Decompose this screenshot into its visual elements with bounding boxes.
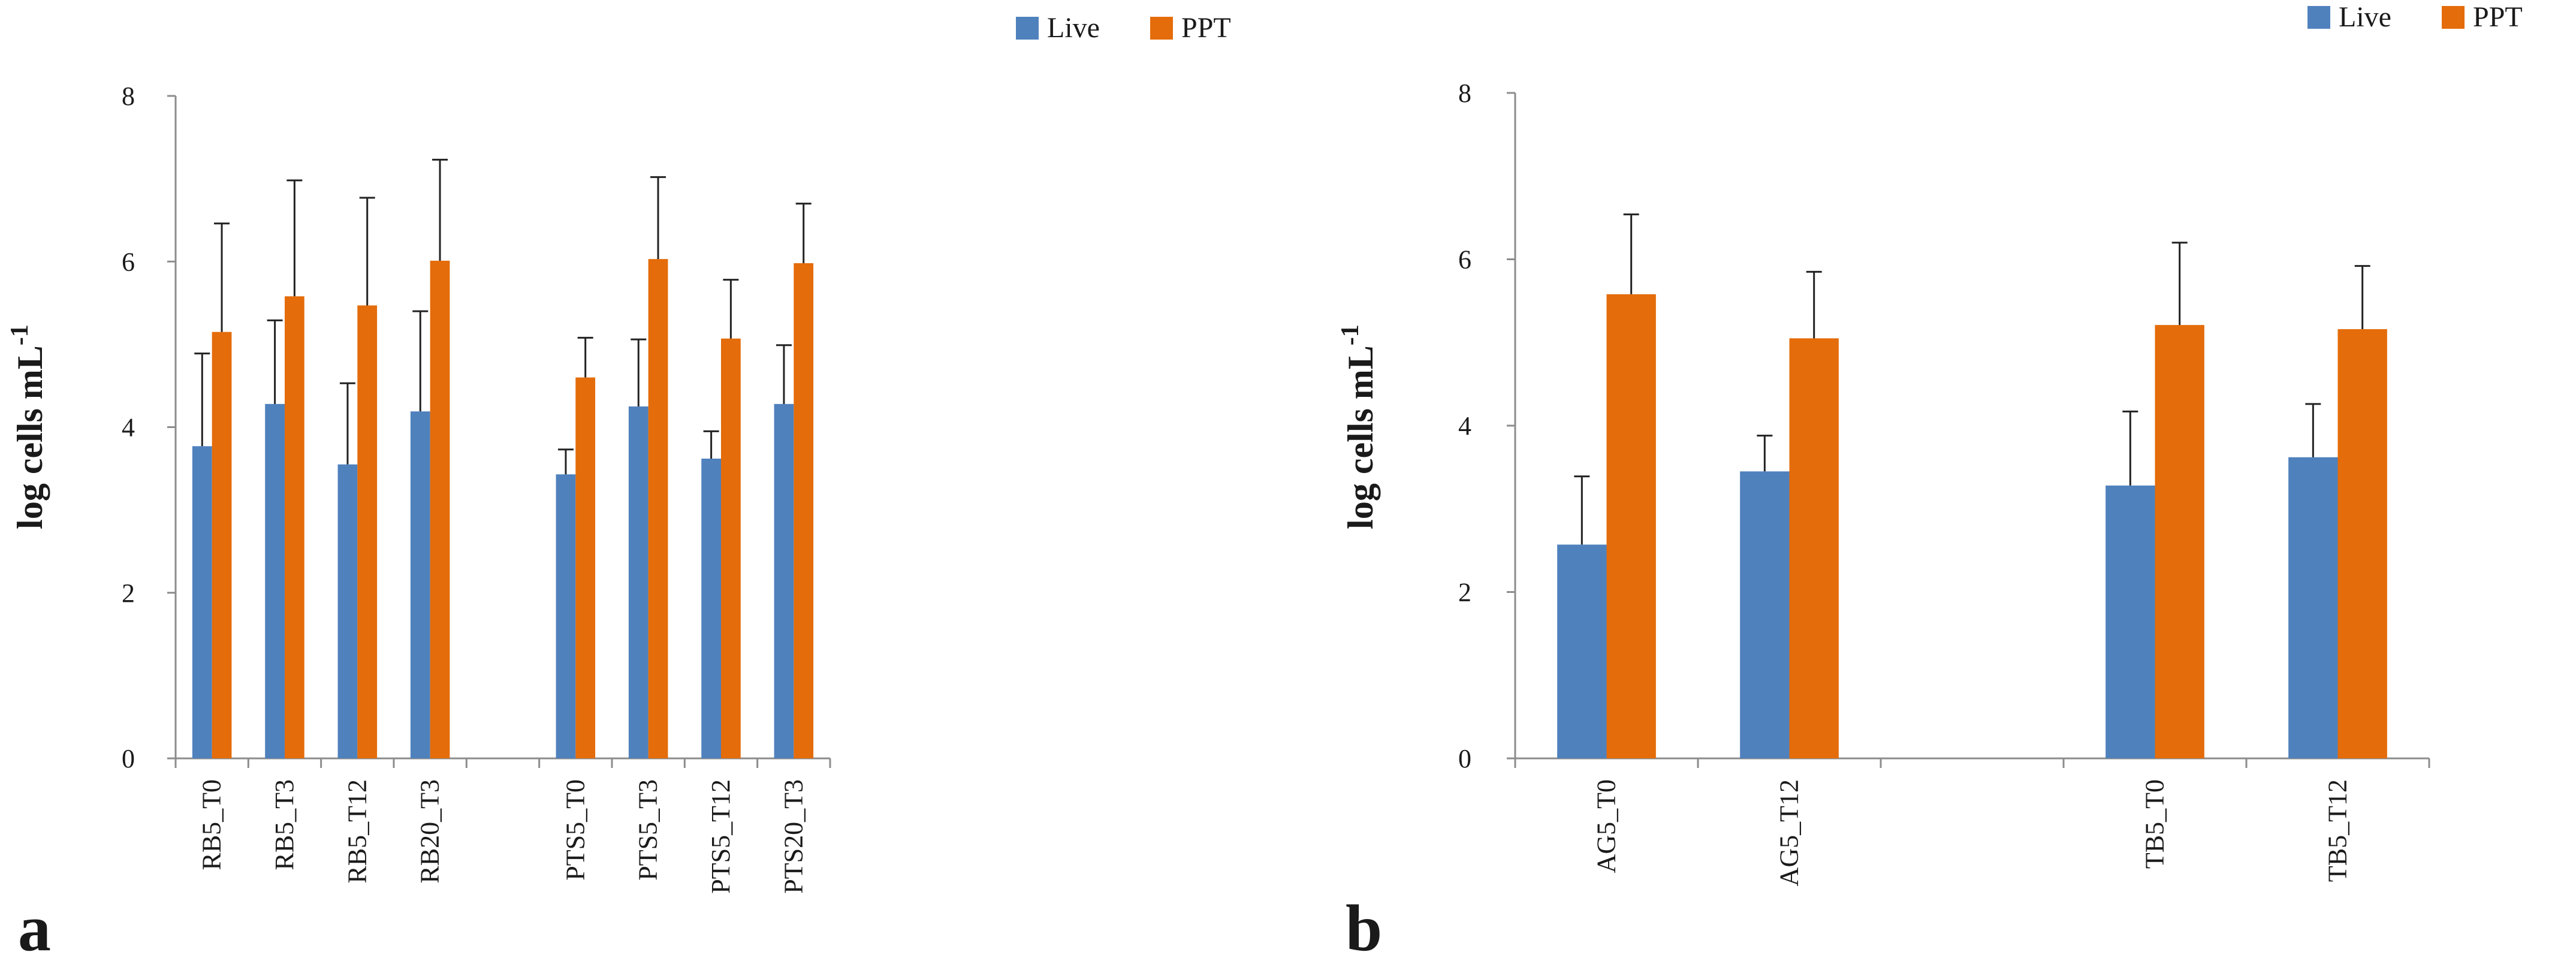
category-label: PTS5_T0	[560, 779, 590, 881]
panel-b: 0 2 4 6 8 AG5_T0 AG5_T12 TB5_T0 TB5_T12 log cells…	[1337, 1, 2523, 965]
bar-live-RB20_T3	[410, 411, 430, 758]
bar-live-PTS5_T0	[556, 474, 576, 758]
y-tick-label: 2	[1458, 578, 1471, 607]
y-axis-title: log cells mL-1	[6, 324, 50, 529]
bar-ppt-RB5_T0	[212, 332, 232, 758]
category-label: TB5_T12	[2323, 779, 2352, 882]
category-label: AG5_T12	[1775, 779, 1804, 886]
bar-live-PTS5_T12	[701, 458, 721, 758]
category-label: PTS5_T3	[634, 779, 663, 881]
bar-live-RB5_T0	[192, 446, 212, 758]
bar-ppt-PTS5_T3	[648, 259, 668, 758]
y-tick-label: 6	[122, 247, 135, 276]
legend-label-ppt: PPT	[2473, 1, 2523, 33]
legend-label-live: Live	[2339, 1, 2391, 33]
bar-ppt-AG5_T12	[1789, 338, 1839, 758]
category-label: RB5_T12	[342, 779, 372, 884]
bar-live-TB5_T12	[2288, 457, 2338, 758]
y-tick-label: 0	[1458, 744, 1471, 773]
bar-live-TB5_T0	[2106, 485, 2155, 758]
y-tick-label: 4	[122, 413, 135, 442]
category-label: PTS5_T12	[706, 779, 735, 894]
panel-letter: a	[18, 891, 51, 965]
bar-ppt-TB5_T12	[2337, 329, 2387, 758]
legend-label-ppt: PPT	[1181, 12, 1231, 44]
legend-swatch-ppt	[2442, 6, 2465, 29]
bar-ppt-TB5_T0	[2155, 325, 2204, 758]
y-tick-label: 4	[1458, 411, 1471, 441]
bar-live-PTS5_T3	[628, 406, 648, 758]
y-axis-title-text: log cells mL	[10, 345, 50, 529]
legend-label-live: Live	[1047, 12, 1100, 44]
bar-ppt-PTS5_T0	[575, 377, 596, 758]
bar-live-RB5_T12	[337, 464, 358, 758]
category-label: RB5_T3	[270, 779, 299, 870]
panel-a: 0 2 4 6 8 RB5_T0 RB5_T3 RB5_T12 RB20_T3 PTS5_T0 PT…	[6, 12, 1231, 965]
legend-swatch-live	[2307, 6, 2330, 29]
y-tick-label: 0	[122, 744, 135, 773]
category-label: RB20_T3	[415, 779, 445, 884]
bar-ppt-PTS20_T3	[794, 263, 814, 758]
y-axis-title-superscript: -1	[6, 324, 34, 345]
category-label: AG5_T0	[1592, 779, 1621, 873]
category-label: PTS20_T3	[779, 779, 808, 894]
y-tick-label: 8	[122, 82, 135, 111]
bar-ppt-PTS5_T12	[721, 338, 741, 758]
bar-live-AG5_T12	[1740, 471, 1790, 758]
y-axis-title-superscript: -1	[1337, 324, 1364, 345]
bar-ppt-RB20_T3	[430, 260, 450, 758]
y-tick-label: 6	[1458, 245, 1471, 275]
bar-live-AG5_T0	[1557, 544, 1607, 758]
bar-live-PTS20_T3	[774, 403, 794, 758]
panel-letter: b	[1346, 891, 1382, 965]
y-axis-title-text: log cells mL	[1341, 345, 1380, 529]
category-label: RB5_T0	[197, 779, 227, 870]
category-label: TB5_T0	[2140, 779, 2170, 869]
legend-swatch-ppt	[1150, 17, 1173, 40]
y-tick-label: 2	[122, 579, 135, 608]
bar-live-RB5_T3	[265, 403, 285, 758]
y-axis-title: log cells mL-1	[1337, 324, 1380, 529]
y-tick-label: 8	[1458, 79, 1471, 108]
bar-ppt-AG5_T0	[1606, 294, 1656, 758]
bar-ppt-RB5_T12	[357, 305, 378, 758]
legend-swatch-live	[1016, 17, 1039, 40]
bar-ppt-RB5_T3	[285, 296, 304, 758]
